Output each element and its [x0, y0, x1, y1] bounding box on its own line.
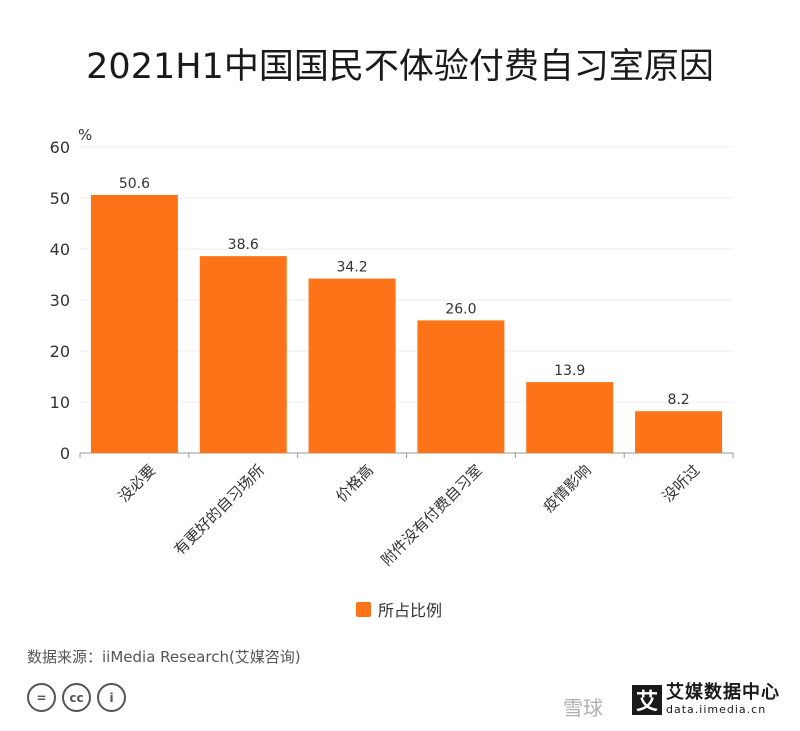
- y-axis-unit: %: [78, 126, 92, 144]
- brand-mark: 艾: [632, 684, 662, 715]
- data-label: 13.9: [554, 363, 585, 379]
- y-tick-label: 50: [50, 189, 70, 208]
- y-tick-label: 30: [50, 291, 70, 310]
- bar: [308, 278, 396, 453]
- brand-logo: 艾 艾媒数据中心 data.iimedia.cn: [632, 684, 780, 715]
- brand-name: 艾媒数据中心: [666, 682, 780, 703]
- x-tick-label: 价格高: [332, 461, 377, 506]
- data-label: 8.2: [667, 392, 689, 408]
- x-tick-label: 有更好的自习场所: [170, 461, 268, 559]
- watermark: 雪球: [563, 696, 603, 720]
- bar: [90, 194, 178, 453]
- legend-swatch: [356, 602, 371, 617]
- y-tick-label: 10: [50, 393, 70, 412]
- y-tick-label: 60: [50, 138, 70, 157]
- bar: [199, 256, 287, 453]
- chart-title: 2021H1中国国民不体验付费自习室原因: [86, 47, 714, 87]
- bar: [635, 411, 723, 453]
- y-tick-label: 0: [60, 444, 70, 463]
- data-label: 50.6: [119, 176, 150, 192]
- data-label: 26.0: [445, 301, 476, 317]
- data-label: 38.6: [228, 237, 259, 253]
- bar: [526, 382, 614, 453]
- bar: [417, 320, 505, 453]
- cc-license-icon: cc: [62, 683, 91, 712]
- x-tick-label: 没听过: [659, 461, 704, 506]
- source-note: 数据来源：iiMedia Research(艾媒咨询): [27, 648, 301, 666]
- bar-chart: 0 10 20 30 40 50 60% 50.6 没必要 38.6 有更好的自习场所 34.2 价格高…: [50, 126, 734, 620]
- legend-label: 所占比例: [378, 601, 442, 620]
- x-tick-label: 没必要: [115, 461, 160, 506]
- y-tick-label: 20: [50, 342, 70, 361]
- data-label: 34.2: [336, 260, 367, 276]
- x-tick-label: 疫情影响: [539, 461, 594, 516]
- license-icons: = cc i: [27, 683, 126, 712]
- nd-license-icon: =: [27, 683, 56, 712]
- by-license-icon: i: [97, 683, 126, 712]
- y-tick-label: 40: [50, 240, 70, 259]
- x-tick-label: 附件没有付费自习室: [378, 461, 486, 569]
- brand-url: data.iimedia.cn: [666, 703, 767, 716]
